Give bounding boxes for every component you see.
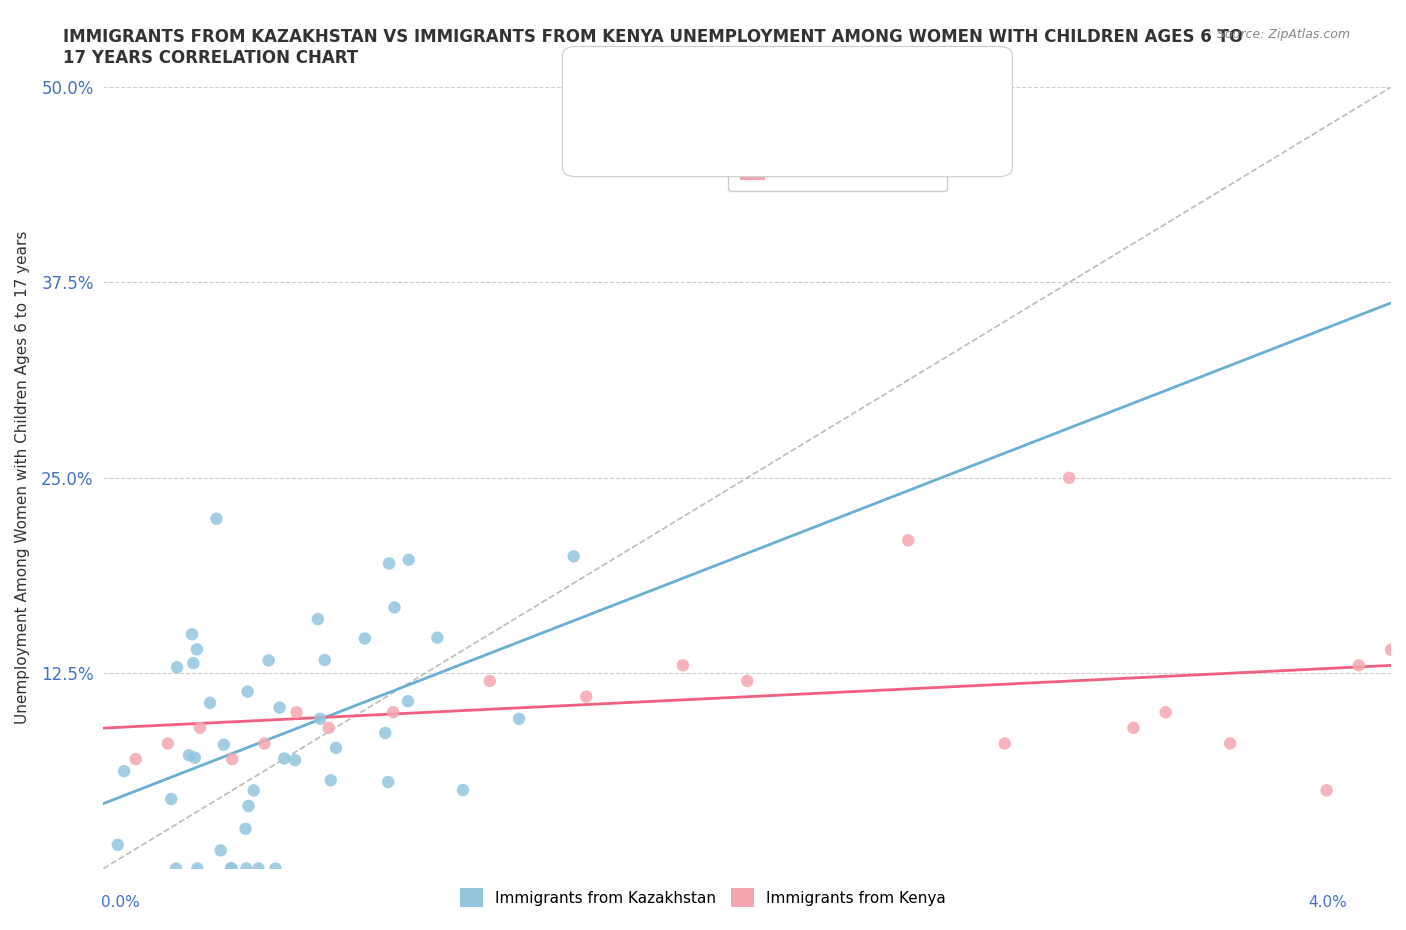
Point (183, 656, 205, 671)
Point (219, 861, 242, 876)
Point (181, 627, 204, 642)
Point (508, 711, 530, 726)
Point (382, 705, 405, 720)
Text: IMMIGRANTS FROM KAZAKHSTAN VS IMMIGRANTS FROM KENYA UNEMPLOYMENT AMONG WOMEN WIT: IMMIGRANTS FROM KAZAKHSTAN VS IMMIGRANTS… (63, 28, 1243, 67)
Point (1154, 705, 1177, 720)
Point (1316, 783, 1339, 798)
Point (209, 843, 232, 857)
Point (378, 556, 401, 571)
Point (188, 721, 211, 736)
Point (156, 736, 179, 751)
Point (107, 837, 129, 852)
Point (205, 512, 228, 526)
Point (236, 684, 259, 699)
Point (186, 642, 208, 657)
Point (318, 721, 340, 736)
Point (374, 725, 396, 740)
Point (1379, 643, 1402, 658)
Point (1057, 471, 1080, 485)
Point (264, 861, 287, 876)
Point (897, 533, 920, 548)
Point (1122, 721, 1144, 736)
Point (353, 631, 375, 646)
Point (221, 861, 243, 876)
Point (1347, 658, 1369, 672)
Point (994, 736, 1017, 751)
Point (165, 861, 187, 876)
Point (221, 751, 243, 766)
Point (309, 711, 332, 726)
Legend: Immigrants from Kazakhstan, Immigrants from Kenya: Immigrants from Kazakhstan, Immigrants f… (454, 883, 952, 913)
Point (112, 764, 135, 778)
Point (160, 791, 183, 806)
Point (285, 705, 308, 720)
Point (735, 673, 758, 688)
Point (426, 631, 449, 645)
Point (314, 653, 336, 668)
Point (242, 783, 264, 798)
Point (212, 737, 235, 752)
Text: Source: ZipAtlas.com: Source: ZipAtlas.com (1216, 28, 1350, 41)
Point (284, 752, 307, 767)
Text: 0.0%: 0.0% (101, 895, 141, 910)
Point (247, 861, 270, 876)
Point (307, 612, 329, 627)
Text: 4.0%: 4.0% (1308, 895, 1347, 910)
Point (235, 861, 257, 876)
Point (253, 736, 276, 751)
Point (166, 659, 188, 674)
Point (235, 821, 257, 836)
Point (396, 694, 419, 709)
Point (562, 549, 585, 564)
Legend: R = 0.498   N = 44, R = 0.538   N = 21: R = 0.498 N = 44, R = 0.538 N = 21 (728, 119, 946, 192)
Point (398, 552, 420, 567)
Point (377, 775, 399, 790)
Point (257, 653, 280, 668)
Point (319, 773, 342, 788)
Point (575, 689, 598, 704)
Point (384, 600, 406, 615)
Point (478, 673, 501, 688)
Point (269, 700, 291, 715)
Point (124, 751, 146, 766)
Point (451, 782, 474, 797)
Point (198, 696, 221, 711)
Point (273, 751, 295, 766)
Point (177, 748, 200, 763)
Point (184, 751, 207, 765)
Y-axis label: Unemployment Among Women with Children Ages 6 to 17 years: Unemployment Among Women with Children A… (15, 232, 30, 724)
Point (672, 658, 695, 672)
Point (325, 740, 347, 755)
Point (238, 799, 260, 814)
Point (1219, 736, 1241, 751)
Point (186, 861, 208, 876)
